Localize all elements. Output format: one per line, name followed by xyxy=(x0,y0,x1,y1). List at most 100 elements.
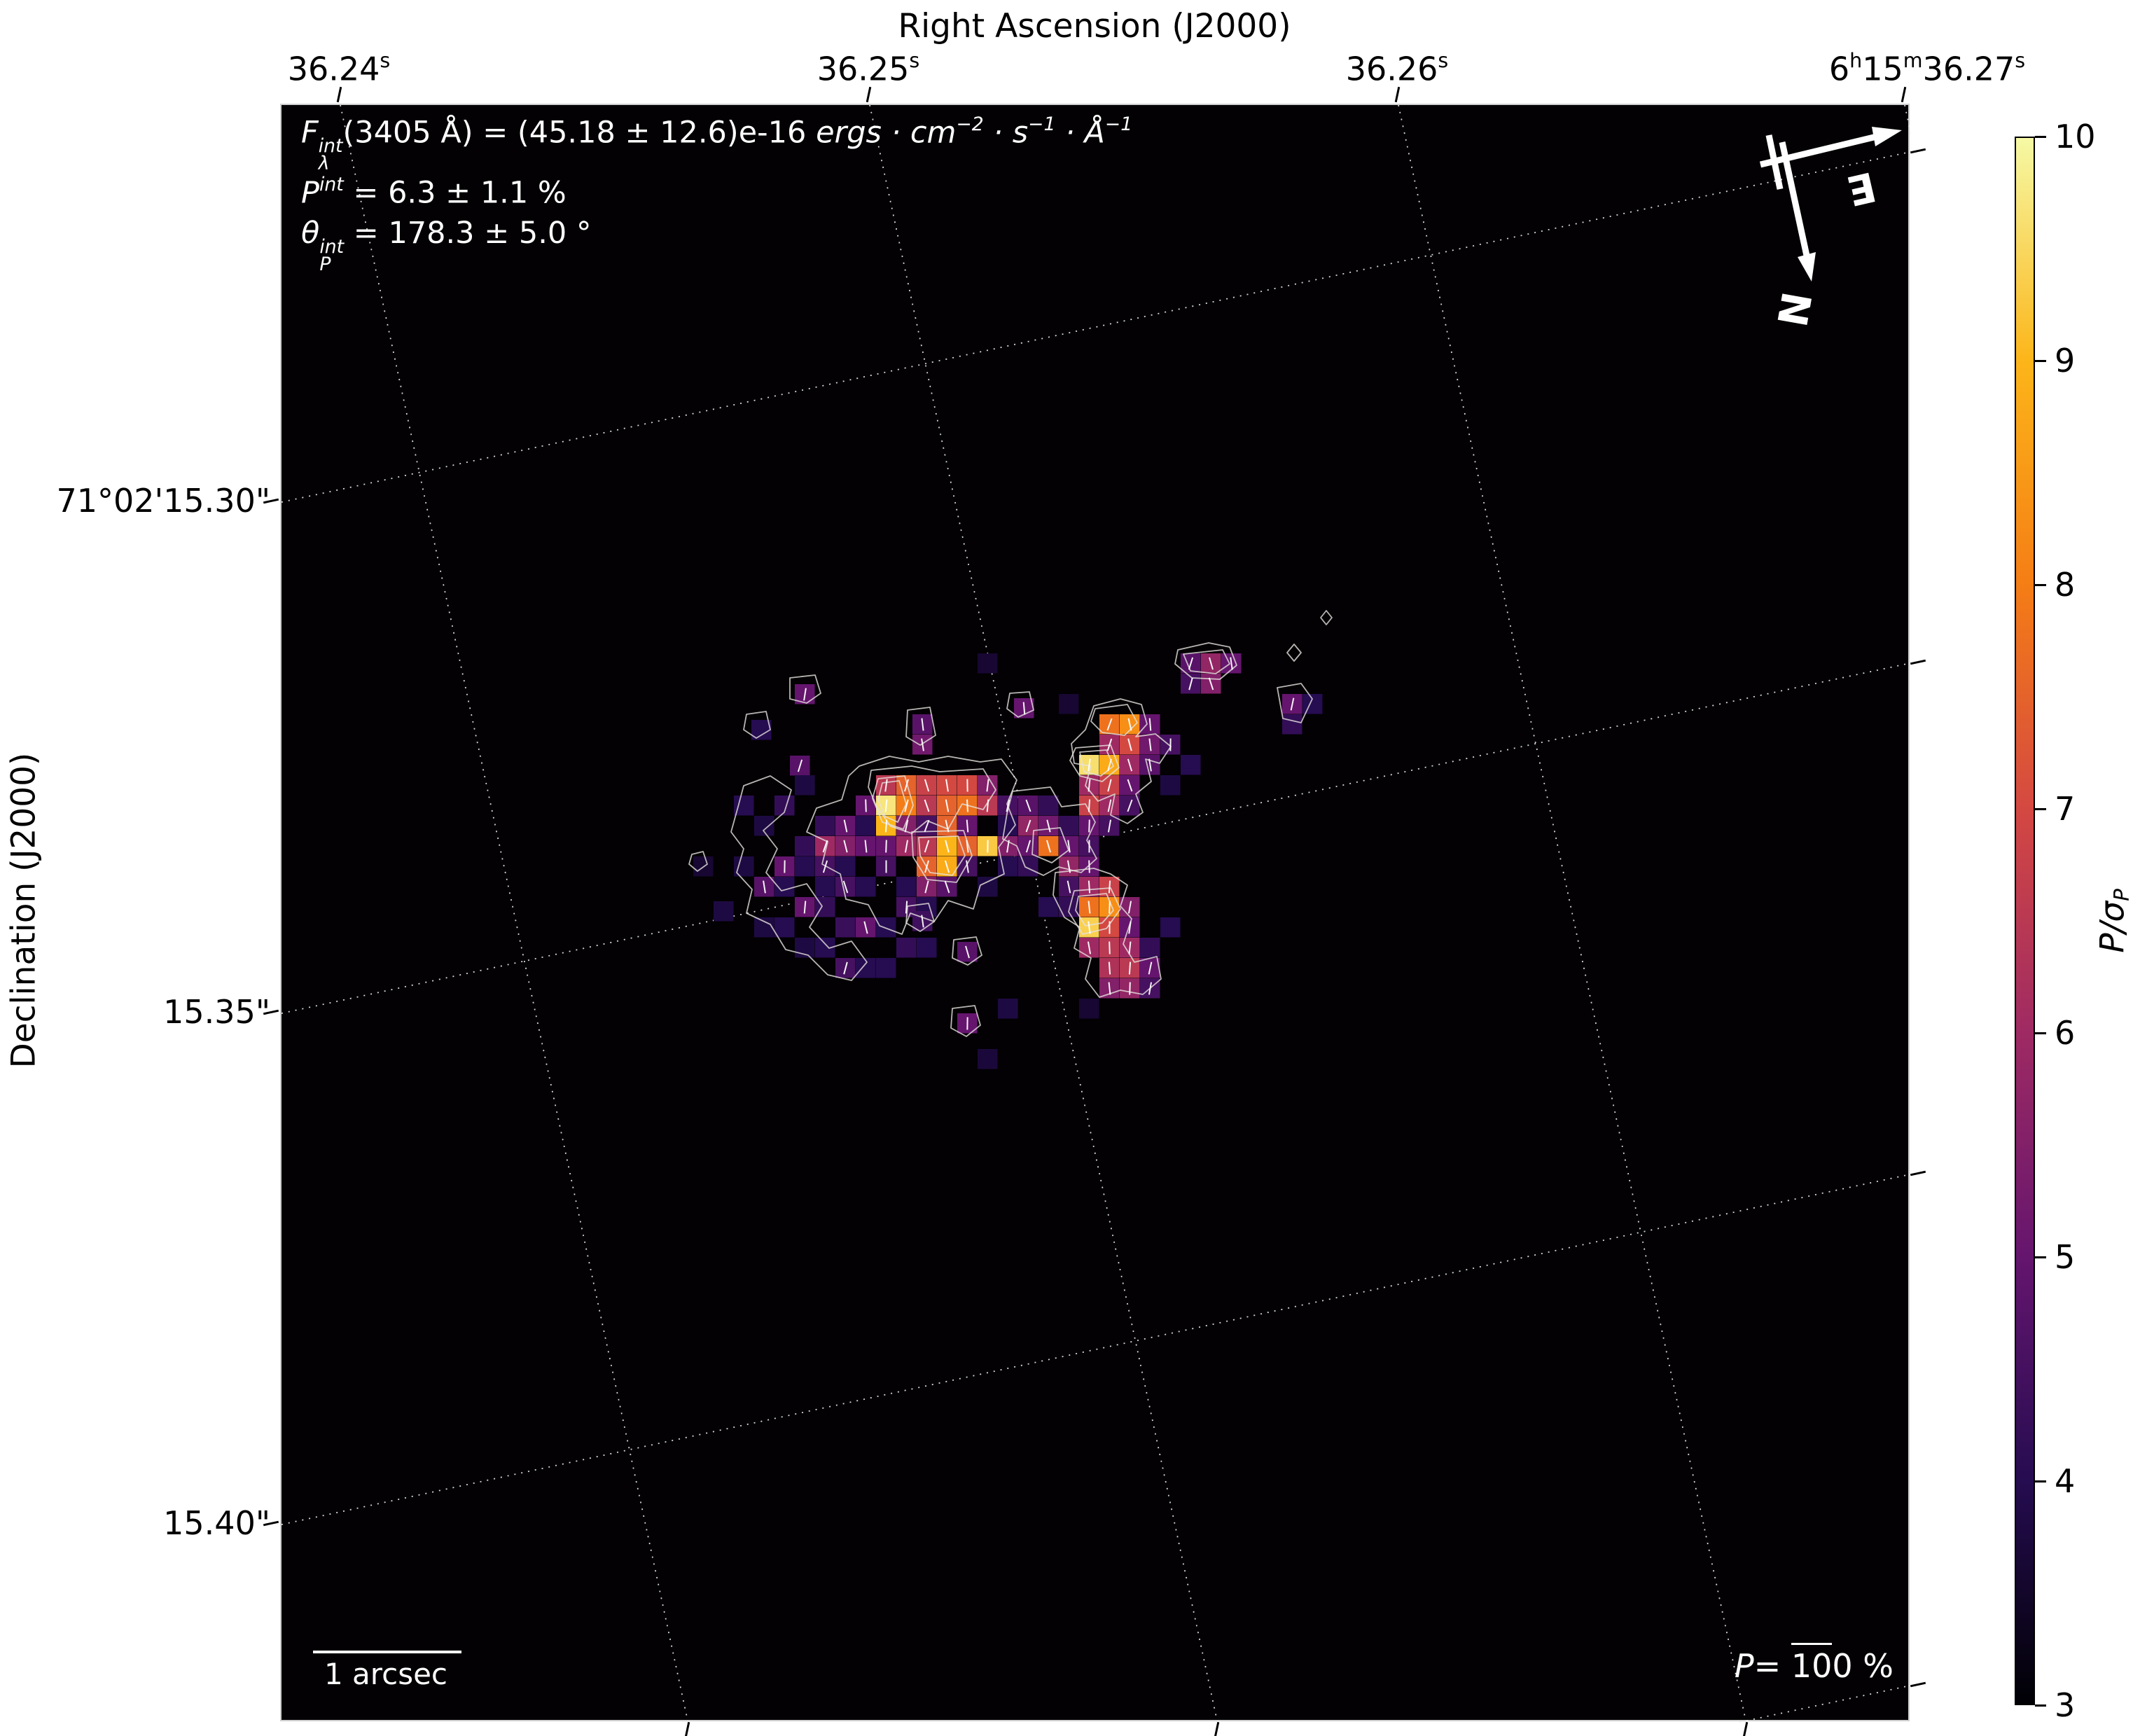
polarization-vector xyxy=(1088,921,1091,934)
pol-signal-pixel xyxy=(978,653,998,674)
colorbar-tick-mark xyxy=(2035,1704,2046,1707)
dec-grid-line xyxy=(1734,1684,1911,1723)
snr-contour xyxy=(1068,887,1121,935)
text-segment: 36.27 xyxy=(1922,50,2015,88)
polarization-vector xyxy=(921,718,924,731)
pol-signal-pixel xyxy=(1018,856,1038,877)
polarization-vector xyxy=(1088,758,1091,772)
polarization-vector xyxy=(884,799,888,812)
y-tick-mark-right xyxy=(1910,1681,1926,1688)
compass-east-arrowhead xyxy=(1872,127,1902,146)
polarization-vector xyxy=(1208,677,1214,690)
polarization-vector xyxy=(924,819,930,833)
snr-contour xyxy=(1320,610,1333,625)
stacked-script: int P xyxy=(319,235,345,275)
pol-signal-pixel xyxy=(795,856,815,877)
pol-signal-pixel xyxy=(896,877,917,897)
polarization-vector xyxy=(803,901,807,914)
compass-north-arrow-shaft xyxy=(1779,141,1810,256)
polarization-vector xyxy=(1066,880,1071,894)
snr-contour xyxy=(1052,868,1162,998)
text-segment: = xyxy=(1753,1647,1791,1685)
text-segment: 15 xyxy=(1862,50,1903,88)
polarization-vector xyxy=(1025,840,1031,853)
snr-contour xyxy=(730,775,868,981)
x-axis-title: Right Ascension (J2000) xyxy=(898,7,1291,46)
text-segment: · s xyxy=(983,115,1029,151)
pol-signal-pixel xyxy=(835,917,856,938)
polarization-vector xyxy=(1127,718,1132,731)
x-tick-label: 36.24s xyxy=(157,49,521,88)
polarization-vector xyxy=(904,799,909,812)
polarization-vector xyxy=(884,779,888,792)
pol-signal-pixel xyxy=(1282,714,1302,735)
polarization-vector xyxy=(843,961,848,975)
polarization-vector xyxy=(842,880,849,894)
text-segment: 36.24 xyxy=(287,50,380,88)
polarization-vector xyxy=(863,921,868,934)
polarization-vector xyxy=(1106,738,1113,751)
colorbar-tick-mark xyxy=(2035,136,2046,138)
polarization-vector xyxy=(803,688,807,701)
text-segment: −1 xyxy=(1104,113,1133,135)
polarization-vector xyxy=(945,779,949,792)
polarization-vector xyxy=(944,860,950,873)
pol-signal-pixel xyxy=(876,958,896,978)
pol-signal-pixel xyxy=(815,816,835,836)
polarization-vector xyxy=(986,799,989,812)
polarization-vector xyxy=(1127,799,1133,812)
pol-signal-pixel xyxy=(856,877,876,897)
colorbar-tick-label: 7 xyxy=(2055,790,2076,828)
text-segment: 0 % xyxy=(1832,1647,1894,1685)
snr-contour xyxy=(918,835,966,876)
polarization-vector xyxy=(966,860,969,873)
polarization-vector xyxy=(1109,901,1111,914)
compass-crossbar xyxy=(1765,134,1784,190)
polarization-vector xyxy=(1148,982,1153,995)
x-tick-mark-bottom xyxy=(1742,1721,1749,1736)
snr-contour xyxy=(911,830,973,883)
text-segment: P xyxy=(301,175,319,211)
colorbar-tick-label: 5 xyxy=(2055,1238,2076,1276)
ra-grid-line xyxy=(1398,105,1747,1723)
polarization-vector xyxy=(1290,697,1295,711)
pol-signal-pixel xyxy=(978,877,998,897)
polarization-vector xyxy=(924,779,930,792)
polarization-vector xyxy=(986,779,989,792)
text-segment: θ xyxy=(301,216,320,251)
polarization-vector xyxy=(1025,819,1031,833)
snr-contour xyxy=(1090,704,1138,736)
text-segment: 6 xyxy=(1828,50,1850,88)
polarization-vector xyxy=(921,915,924,928)
pol-signal-pixel xyxy=(998,999,1018,1019)
x-tick-mark xyxy=(866,86,872,103)
polarization-vector xyxy=(1148,961,1153,975)
polarization-vector xyxy=(884,819,888,833)
polarization-vector xyxy=(864,840,868,853)
pol-signal-pixel xyxy=(978,1049,998,1069)
snr-contour xyxy=(1002,786,1097,876)
pol-signal-pixel xyxy=(1059,694,1079,714)
pol-signal-pixel xyxy=(1079,999,1099,1019)
dec-grid-line xyxy=(282,1173,1911,1525)
colorbar xyxy=(2015,137,2035,1705)
y-tick-label: 15.35" xyxy=(163,993,270,1031)
pol-signal-pixel xyxy=(754,917,774,938)
scalebar-label: 1 arcsec xyxy=(324,1657,448,1691)
text-segment: int xyxy=(319,174,344,196)
snr-contour xyxy=(877,780,907,823)
pol-signal-pixel xyxy=(754,816,774,836)
polarization-vector xyxy=(1188,657,1194,670)
polarization-vector xyxy=(905,901,908,914)
snr-contour xyxy=(806,756,1017,935)
text-segment: P xyxy=(2109,889,2134,901)
polarization-vector xyxy=(1088,860,1090,873)
polarization-vector xyxy=(1127,738,1132,751)
polarization-vector xyxy=(843,819,848,833)
polarization-vector xyxy=(1088,880,1091,894)
snr-contour xyxy=(1006,691,1034,718)
y-tick-label: 15.40" xyxy=(163,1504,270,1542)
polarization-vector xyxy=(924,880,929,894)
y-tick-label: 71°02'15.30" xyxy=(56,482,270,520)
